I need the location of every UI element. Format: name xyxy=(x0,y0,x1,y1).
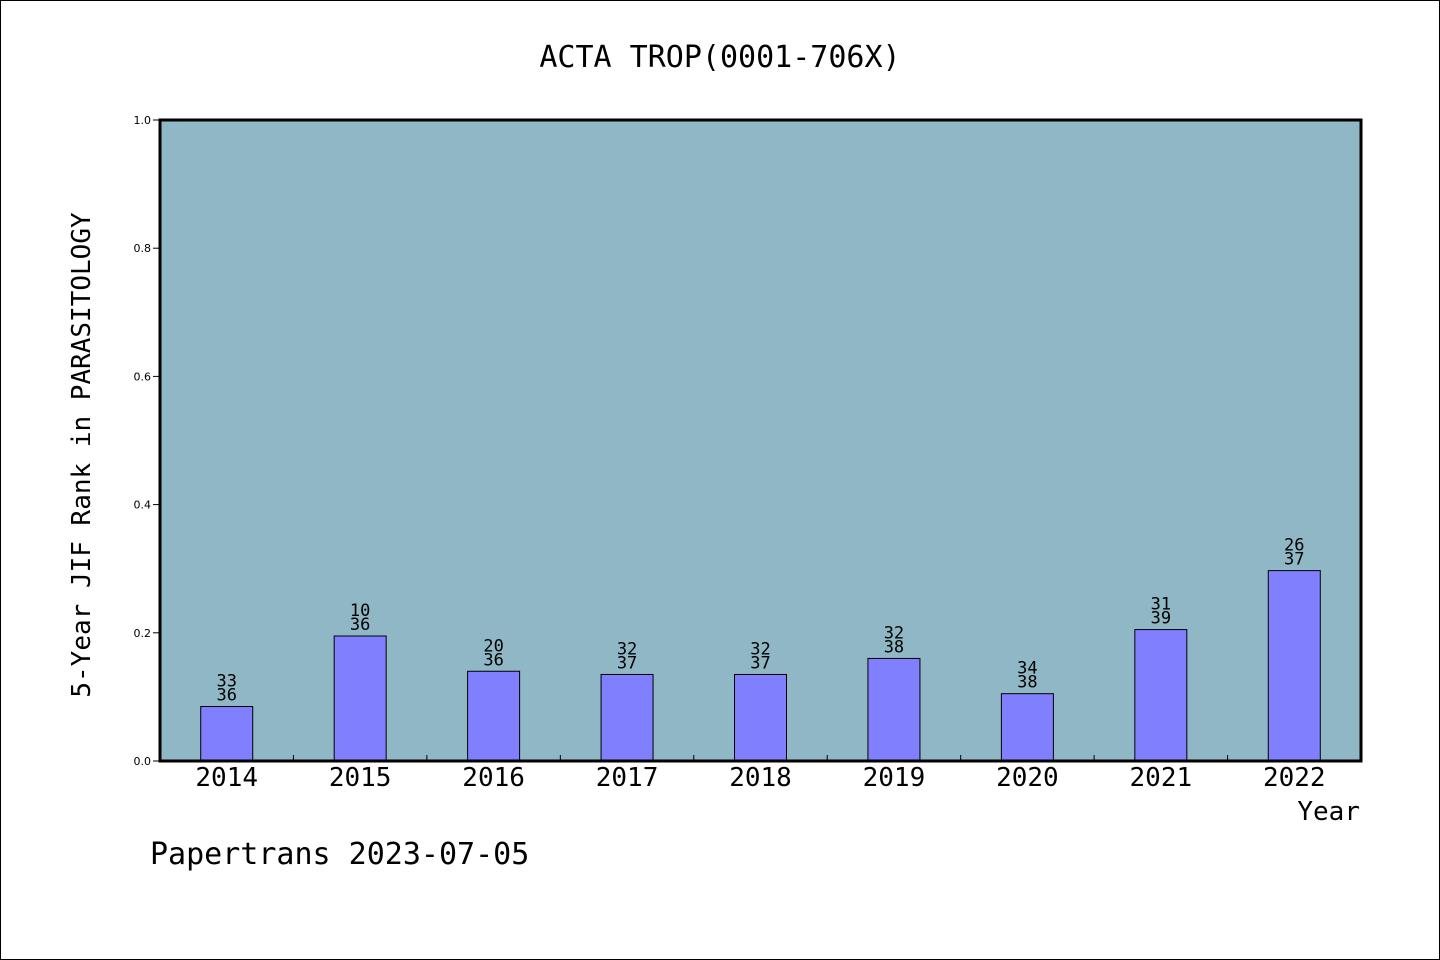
y-tick-label: 0.0 xyxy=(134,755,152,768)
x-tick-label: 2021 xyxy=(1130,763,1193,793)
y-tick-label: 0.6 xyxy=(134,370,152,383)
bar-2020 xyxy=(1000,693,1054,762)
data-label-rank: 26 xyxy=(1284,536,1304,556)
x-tick-label: 2020 xyxy=(996,763,1059,793)
x-tick-label: 2015 xyxy=(329,763,392,793)
x-tick-label: 2014 xyxy=(195,763,258,793)
data-label-total: 37 xyxy=(617,653,637,673)
y-tick-label: 0.4 xyxy=(134,499,152,512)
data-label-total: 39 xyxy=(1151,609,1171,629)
data-label-rank: 10 xyxy=(350,601,370,621)
data-label-total: 37 xyxy=(1284,550,1304,570)
bar-2022 xyxy=(1267,570,1321,762)
x-tick-label: 2019 xyxy=(863,763,926,793)
x-tick-label: 2016 xyxy=(462,763,525,793)
data-label-total: 38 xyxy=(1017,673,1037,693)
data-label-rank: 20 xyxy=(483,636,503,656)
bar-2016 xyxy=(467,670,521,762)
data-label-rank: 32 xyxy=(750,639,770,659)
x-tick-label: 2017 xyxy=(596,763,659,793)
bar-2018 xyxy=(734,673,787,762)
y-axis-ticks: 0.0 0.2 0.4 0.6 0.8 1.0 xyxy=(134,114,160,768)
data-label-total: 36 xyxy=(216,686,236,706)
y-tick-label: 1.0 xyxy=(134,114,152,127)
x-axis-label: Year xyxy=(1297,797,1360,827)
data-label-total: 36 xyxy=(350,615,370,635)
x-tick-label: 2018 xyxy=(729,763,792,793)
y-tick-label: 0.8 xyxy=(134,242,152,255)
bar-2014 xyxy=(200,706,254,762)
data-label-total: 37 xyxy=(750,653,770,673)
y-axis-label: 5-Year JIF Rank in PARASITOLOGY xyxy=(67,212,97,698)
bar-2019 xyxy=(867,657,921,762)
bars-group xyxy=(200,570,1321,762)
bar-2017 xyxy=(600,673,654,762)
x-axis-ticks: 2014 2015 2016 2017 2018 2019 2020 2021 2022 xyxy=(195,755,1326,793)
chart-title: ACTA TROP(0001-706X) xyxy=(539,40,900,75)
data-label-rank: 33 xyxy=(216,672,236,692)
data-label-total: 38 xyxy=(884,637,904,657)
data-label-rank: 34 xyxy=(1017,659,1037,679)
data-label-rank: 31 xyxy=(1151,595,1171,615)
bar-2021 xyxy=(1134,629,1188,762)
bar-2015 xyxy=(333,635,387,762)
y-tick-label: 0.2 xyxy=(134,627,152,640)
data-label-rank: 32 xyxy=(617,639,637,659)
data-label-total: 36 xyxy=(483,650,503,670)
x-tick-label: 2022 xyxy=(1263,763,1326,793)
plot-border xyxy=(158,118,1363,763)
footer-credit: Papertrans 2023-07-05 xyxy=(150,837,529,872)
data-label-rank: 32 xyxy=(884,623,904,643)
